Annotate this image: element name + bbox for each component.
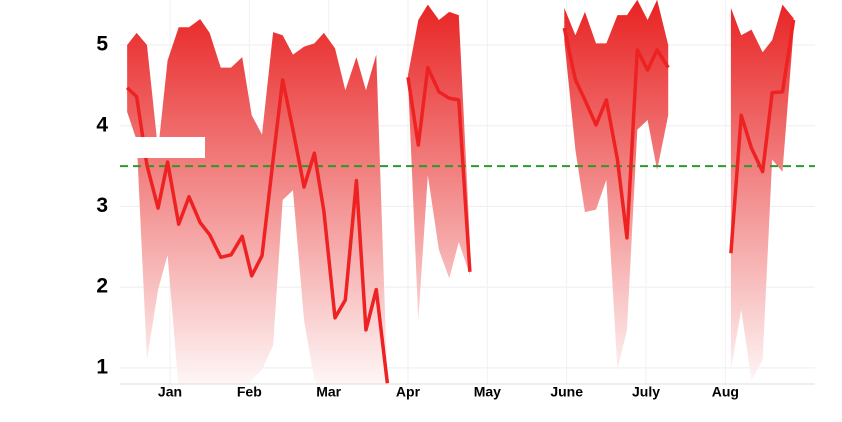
x-tick-label: Mar (316, 384, 341, 400)
y-tick-label: 5 (96, 33, 108, 56)
plot-area (120, 0, 815, 384)
y-tick-label: 2 (96, 275, 108, 298)
x-tick-label: Apr (396, 384, 421, 400)
x-tick-label: May (474, 384, 501, 400)
y-tick-label: 4 (96, 113, 108, 136)
y-tick-label: 1 (96, 355, 108, 378)
x-tick-label: Jan (158, 384, 182, 400)
line (125, 19, 796, 384)
range-band (127, 0, 794, 384)
x-tick-label: July (632, 384, 660, 400)
x-tick-label: June (550, 384, 583, 400)
y-tick-label: 3 (96, 194, 108, 217)
annotation-box (118, 137, 205, 158)
x-tick-label: Aug (712, 384, 739, 400)
x-tick-label: Feb (237, 384, 262, 400)
